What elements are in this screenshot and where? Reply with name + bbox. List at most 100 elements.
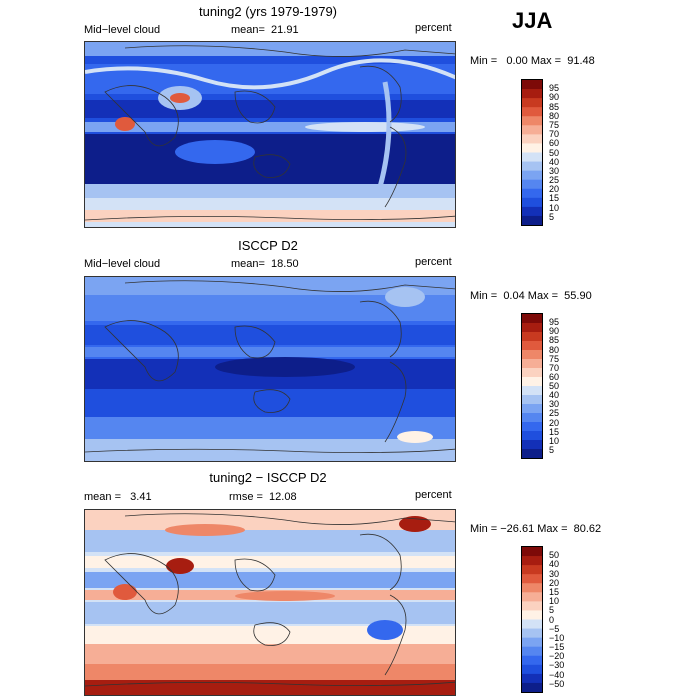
panel-2-minmax: Min = 0.04 Max = 55.90 [470, 290, 592, 302]
panel-1-minmax: Min = 0.00 Max = 91.48 [470, 55, 595, 67]
panel-3-mean-label: mean = 3.41 [84, 491, 152, 503]
colorbar-tick-label: 95 [549, 317, 560, 328]
colorbar-swatch [522, 592, 542, 602]
colorbar-tick-label: 90 [549, 92, 560, 103]
colorbar-swatch [522, 682, 542, 692]
colorbar-swatch [522, 395, 542, 405]
colorbar-tick-label: 15 [549, 193, 560, 204]
colorbar-tick-label: 30 [549, 165, 560, 176]
colorbar-tick-label: 50 [549, 381, 560, 391]
colorbar-swatch [522, 179, 542, 190]
panel-1-map-field [85, 42, 455, 227]
panel-3-minmax: Min = −26.61 Max = 80.62 [470, 523, 602, 535]
colorbar-swatch [522, 619, 542, 630]
colorbar-swatch [522, 377, 542, 387]
colorbar-swatch [522, 449, 542, 458]
colorbar-tick-label: 60 [549, 371, 560, 382]
colorbar-swatch [522, 116, 542, 126]
panel-1-title: tuning2 (yrs 1979-1979) [198, 4, 338, 19]
colorbar-tick-label: 20 [549, 184, 560, 195]
colorbar-swatch [522, 323, 542, 333]
colorbar-swatch [522, 170, 542, 181]
panel-3-colorbar [521, 546, 543, 693]
colorbar-tick-label: −30 [549, 660, 565, 671]
panel-3-rmse-label: rmse = 12.08 [229, 491, 297, 503]
colorbar-swatch [522, 628, 542, 639]
colorbar-swatch [522, 368, 542, 378]
colorbar-tick-label: −10 [549, 632, 565, 643]
colorbar-swatch [522, 547, 542, 557]
colorbar-swatch [522, 673, 542, 684]
panel-3-units-label: percent [415, 489, 452, 501]
colorbar-swatch [522, 80, 542, 90]
colorbar-tick-label: 80 [549, 344, 560, 355]
colorbar-swatch [522, 440, 542, 450]
panel-2-variable-label: Mid−level cloud [84, 258, 161, 270]
colorbar-swatch [522, 556, 542, 566]
colorbar-swatch [522, 89, 542, 99]
colorbar-swatch [522, 413, 542, 423]
colorbar-swatch [522, 431, 542, 441]
colorbar-swatch [522, 125, 542, 135]
panel-3-map-field [85, 510, 455, 695]
colorbar-tick-label: 5 [549, 444, 555, 455]
colorbar-swatch [522, 107, 542, 117]
panel-2-units-label: percent [415, 256, 452, 268]
colorbar-swatch [522, 152, 542, 163]
colorbar-tick-label: 0 [549, 614, 555, 625]
colorbar-tick-label: 50 [549, 147, 560, 158]
panel-2-map-field [85, 277, 455, 461]
colorbar-swatch [522, 350, 542, 360]
panel-3-colorbar-swatches [522, 547, 542, 692]
panel-1-mean-label: mean= 21.91 [231, 24, 299, 36]
colorbar-tick-label: 90 [549, 326, 560, 337]
colorbar-tick-label: 15 [549, 426, 560, 437]
colorbar-tick-label: 5 [549, 211, 555, 222]
colorbar-tick-label: 85 [549, 335, 560, 346]
colorbar-tick-label: −20 [549, 651, 565, 662]
colorbar-tick-label: 20 [549, 417, 560, 428]
colorbar-swatch [522, 565, 542, 575]
colorbar-tick-label: −5 [549, 623, 560, 634]
colorbar-swatch [522, 359, 542, 369]
colorbar-swatch [522, 206, 542, 217]
colorbar-swatch [522, 610, 542, 620]
colorbar-swatch [522, 655, 542, 666]
colorbar-tick-label: 80 [549, 110, 560, 121]
panel-2-title: ISCCP D2 [238, 238, 298, 253]
colorbar-tick-label: 95 [549, 83, 560, 94]
colorbar-tick-label: 70 [549, 129, 560, 140]
colorbar-tick-label: 75 [549, 353, 560, 364]
colorbar-swatch [522, 386, 542, 396]
colorbar-tick-label: 85 [549, 101, 560, 112]
colorbar-swatch [522, 215, 542, 225]
colorbar-swatch [522, 341, 542, 351]
colorbar-tick-label: 40 [549, 156, 560, 167]
colorbar-swatch [522, 161, 542, 172]
colorbar-tick-label: 15 [549, 586, 560, 597]
panel-2-colorbar [521, 313, 543, 459]
colorbar-tick-label: 60 [549, 138, 560, 149]
colorbar-tick-label: 30 [549, 399, 560, 410]
panel-1-colorbar-swatches [522, 80, 542, 225]
panel-1-colorbar [521, 79, 543, 226]
colorbar-swatch [522, 314, 542, 324]
colorbar-tick-label: 25 [549, 175, 560, 186]
colorbar-swatch [522, 574, 542, 584]
colorbar-tick-label: 25 [549, 408, 560, 419]
colorbar-swatch [522, 646, 542, 657]
panel-2-colorbar-swatches [522, 314, 542, 458]
panel-2-map [84, 276, 456, 462]
panel-1-map [84, 41, 456, 228]
colorbar-swatch [522, 404, 542, 414]
colorbar-swatch [522, 98, 542, 108]
panel-1-units-label: percent [415, 22, 452, 34]
panel-3-title: tuning2 − ISCCP D2 [209, 470, 327, 485]
colorbar-tick-label: 75 [549, 119, 560, 130]
colorbar-tick-label: 30 [549, 568, 560, 579]
colorbar-tick-label: 70 [549, 362, 560, 373]
colorbar-swatch [522, 601, 542, 611]
colorbar-swatch [522, 332, 542, 342]
season-label: JJA [512, 8, 553, 33]
colorbar-tick-label: 40 [549, 559, 560, 570]
